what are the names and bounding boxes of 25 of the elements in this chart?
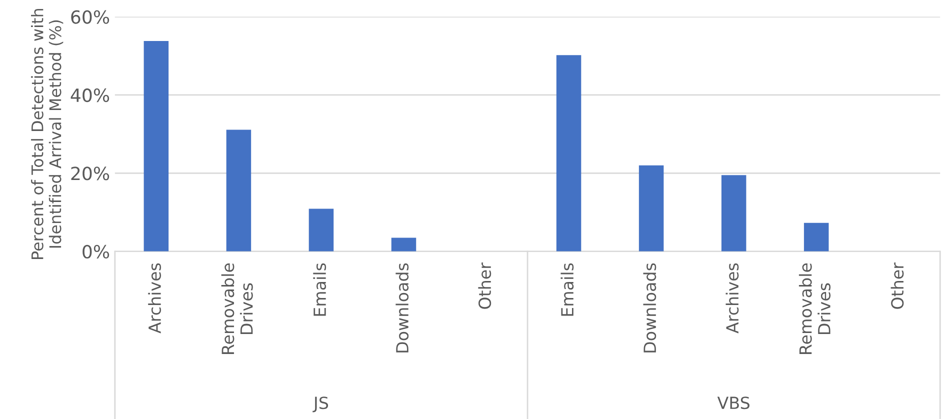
x-tick-label: Removable Drives	[798, 263, 831, 354]
x-tick-label: Archives	[148, 263, 162, 334]
bar	[638, 165, 664, 252]
x-tick-label: Downloads	[643, 263, 656, 352]
y-axis-title: Percent of Total Detections with Identified Arrival Method (%)	[31, 8, 64, 259]
x-tick-label: Emails	[560, 263, 574, 316]
bar	[144, 41, 169, 252]
x-tick-label: Archives	[726, 263, 739, 334]
bar	[391, 238, 416, 252]
y-tick-label: 0%	[82, 244, 110, 259]
bar	[556, 55, 582, 252]
text: VBS	[717, 396, 750, 410]
text: JS	[312, 396, 328, 412]
x-tick-label: Emails	[313, 263, 326, 316]
x-tick-label: Other	[478, 262, 492, 309]
bar	[721, 175, 746, 252]
bar	[308, 208, 334, 252]
x-tick-label: Removable Drives	[221, 263, 253, 354]
y-tick-label: 40%	[70, 88, 110, 102]
x-tick-label: Downloads	[396, 263, 409, 352]
y-tick-label: 20%	[71, 166, 110, 180]
x-tick-label: Other	[890, 262, 904, 309]
bar	[804, 222, 829, 252]
y-tick-label: 60%	[71, 10, 110, 24]
bar	[226, 130, 252, 252]
